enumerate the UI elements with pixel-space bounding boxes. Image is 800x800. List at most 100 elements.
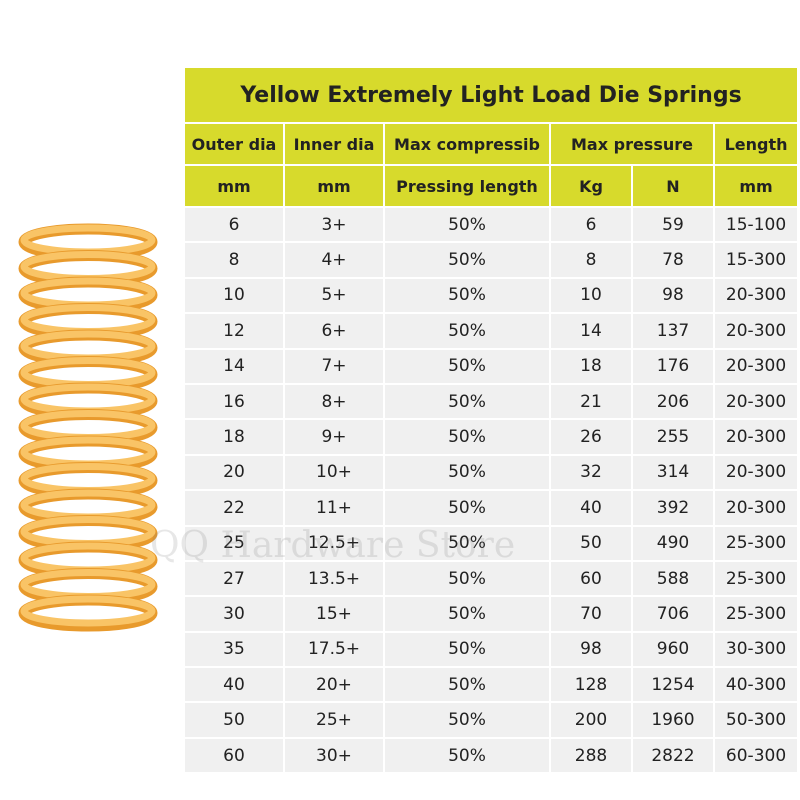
- data-row: 22 11+ 50% 40 392 20-300: [183, 489, 800, 527]
- data-cell: 26: [549, 418, 633, 456]
- data-cell: 50: [549, 524, 633, 562]
- data-cell: 50%: [383, 312, 551, 350]
- header-cell: Length: [712, 122, 800, 166]
- data-cell: 98: [631, 276, 715, 315]
- data-cell: 60: [549, 559, 633, 598]
- data-cell: 1960: [631, 701, 715, 739]
- data-cell: 27: [183, 559, 285, 598]
- header-cell: Inner dia: [283, 122, 385, 166]
- spring-image: [18, 223, 158, 632]
- data-row: 10 5+ 50% 10 98 20-300: [183, 276, 800, 315]
- data-cell: 6+: [283, 312, 385, 350]
- data-cell: 32: [549, 453, 633, 492]
- data-row: 25 12.5+ 50% 50 490 25-300: [183, 524, 800, 562]
- data-cell: 20-300: [712, 453, 800, 492]
- header-cell: mm: [712, 164, 800, 208]
- data-cell: 50%: [383, 347, 551, 385]
- data-cell: 25: [183, 524, 285, 562]
- data-cell: 490: [631, 524, 715, 562]
- data-cell: 25-300: [712, 559, 800, 598]
- data-cell: 18: [549, 347, 633, 385]
- data-cell: 288: [549, 736, 633, 775]
- data-cell: 35: [183, 630, 285, 669]
- data-cell: 16: [183, 382, 285, 421]
- data-cell: 7+: [283, 347, 385, 385]
- data-cell: 30: [183, 595, 285, 633]
- header-cell: Max pressure: [549, 122, 715, 166]
- data-cell: 20-300: [712, 347, 800, 385]
- data-row: 60 30+ 50% 288 2822 60-300: [183, 736, 800, 775]
- data-cell: 20-300: [712, 418, 800, 456]
- data-row: 27 13.5+ 50% 60 588 25-300: [183, 559, 800, 598]
- header-cell: Outer dia: [183, 122, 285, 166]
- data-cell: 50%: [383, 524, 551, 562]
- data-cell: 12: [183, 312, 285, 350]
- data-cell: 8: [549, 241, 633, 279]
- data-cell: 2822: [631, 736, 715, 775]
- data-cell: 15+: [283, 595, 385, 633]
- data-cell: 5+: [283, 276, 385, 315]
- data-cell: 588: [631, 559, 715, 598]
- header-cell: mm: [283, 164, 385, 208]
- data-cell: 20: [183, 453, 285, 492]
- data-cell: 50%: [383, 701, 551, 739]
- data-cell: 50%: [383, 559, 551, 598]
- data-cell: 50%: [383, 666, 551, 704]
- data-cell: 9+: [283, 418, 385, 456]
- header-cell: Pressing length: [383, 164, 551, 208]
- data-cell: 30+: [283, 736, 385, 775]
- data-cell: 50%: [383, 382, 551, 421]
- data-cell: 60-300: [712, 736, 800, 775]
- data-cell: 10: [549, 276, 633, 315]
- data-cell: 60: [183, 736, 285, 775]
- data-cell: 15-300: [712, 241, 800, 279]
- data-cell: 50%: [383, 453, 551, 492]
- spec-table: Yellow Extremely Light Load Die Springs …: [182, 66, 800, 775]
- data-cell: 25-300: [712, 595, 800, 633]
- data-cell: 25-300: [712, 524, 800, 562]
- data-cell: 50%: [383, 489, 551, 527]
- data-cell: 176: [631, 347, 715, 385]
- data-cell: 10+: [283, 453, 385, 492]
- data-cell: 13.5+: [283, 559, 385, 598]
- data-cell: 1254: [631, 666, 715, 704]
- data-cell: 20-300: [712, 382, 800, 421]
- data-cell: 50: [183, 701, 285, 739]
- data-cell: 70: [549, 595, 633, 633]
- data-cell: 6: [183, 205, 285, 244]
- data-cell: 8: [183, 241, 285, 279]
- data-cell: 20-300: [712, 312, 800, 350]
- data-cell: 98: [549, 630, 633, 669]
- data-row: 16 8+ 50% 21 206 20-300: [183, 382, 800, 421]
- data-cell: 960: [631, 630, 715, 669]
- data-cell: 50%: [383, 595, 551, 633]
- watermark: QQ Hardware Store: [150, 525, 516, 566]
- header-cell: Max compressib: [383, 122, 551, 166]
- data-cell: 20-300: [712, 489, 800, 527]
- header-row: Outer dia Inner dia Max compressib Max pres…: [183, 122, 800, 166]
- data-cell: 50%: [383, 418, 551, 456]
- data-cell: 137: [631, 312, 715, 350]
- data-cell: 10: [183, 276, 285, 315]
- data-row: 12 6+ 50% 14 137 20-300: [183, 312, 800, 350]
- data-row: 8 4+ 50% 8 78 15-300: [183, 241, 800, 279]
- data-cell: 78: [631, 241, 715, 279]
- data-cell: 21: [549, 382, 633, 421]
- data-cell: 706: [631, 595, 715, 633]
- data-cell: 4+: [283, 241, 385, 279]
- data-cell: 25+: [283, 701, 385, 739]
- data-cell: 14: [549, 312, 633, 350]
- data-cell: 40: [549, 489, 633, 527]
- data-cell: 59: [631, 205, 715, 244]
- data-row: 35 17.5+ 50% 98 960 30-300: [183, 630, 800, 669]
- data-row: 18 9+ 50% 26 255 20-300: [183, 418, 800, 456]
- data-cell: 314: [631, 453, 715, 492]
- data-cell: 50%: [383, 241, 551, 279]
- data-cell: 20-300: [712, 276, 800, 315]
- data-cell: 40-300: [712, 666, 800, 704]
- data-cell: 8+: [283, 382, 385, 421]
- data-cell: 50%: [383, 736, 551, 775]
- data-row: 20 10+ 50% 32 314 20-300: [183, 453, 800, 492]
- data-row: 14 7+ 50% 18 176 20-300: [183, 347, 800, 385]
